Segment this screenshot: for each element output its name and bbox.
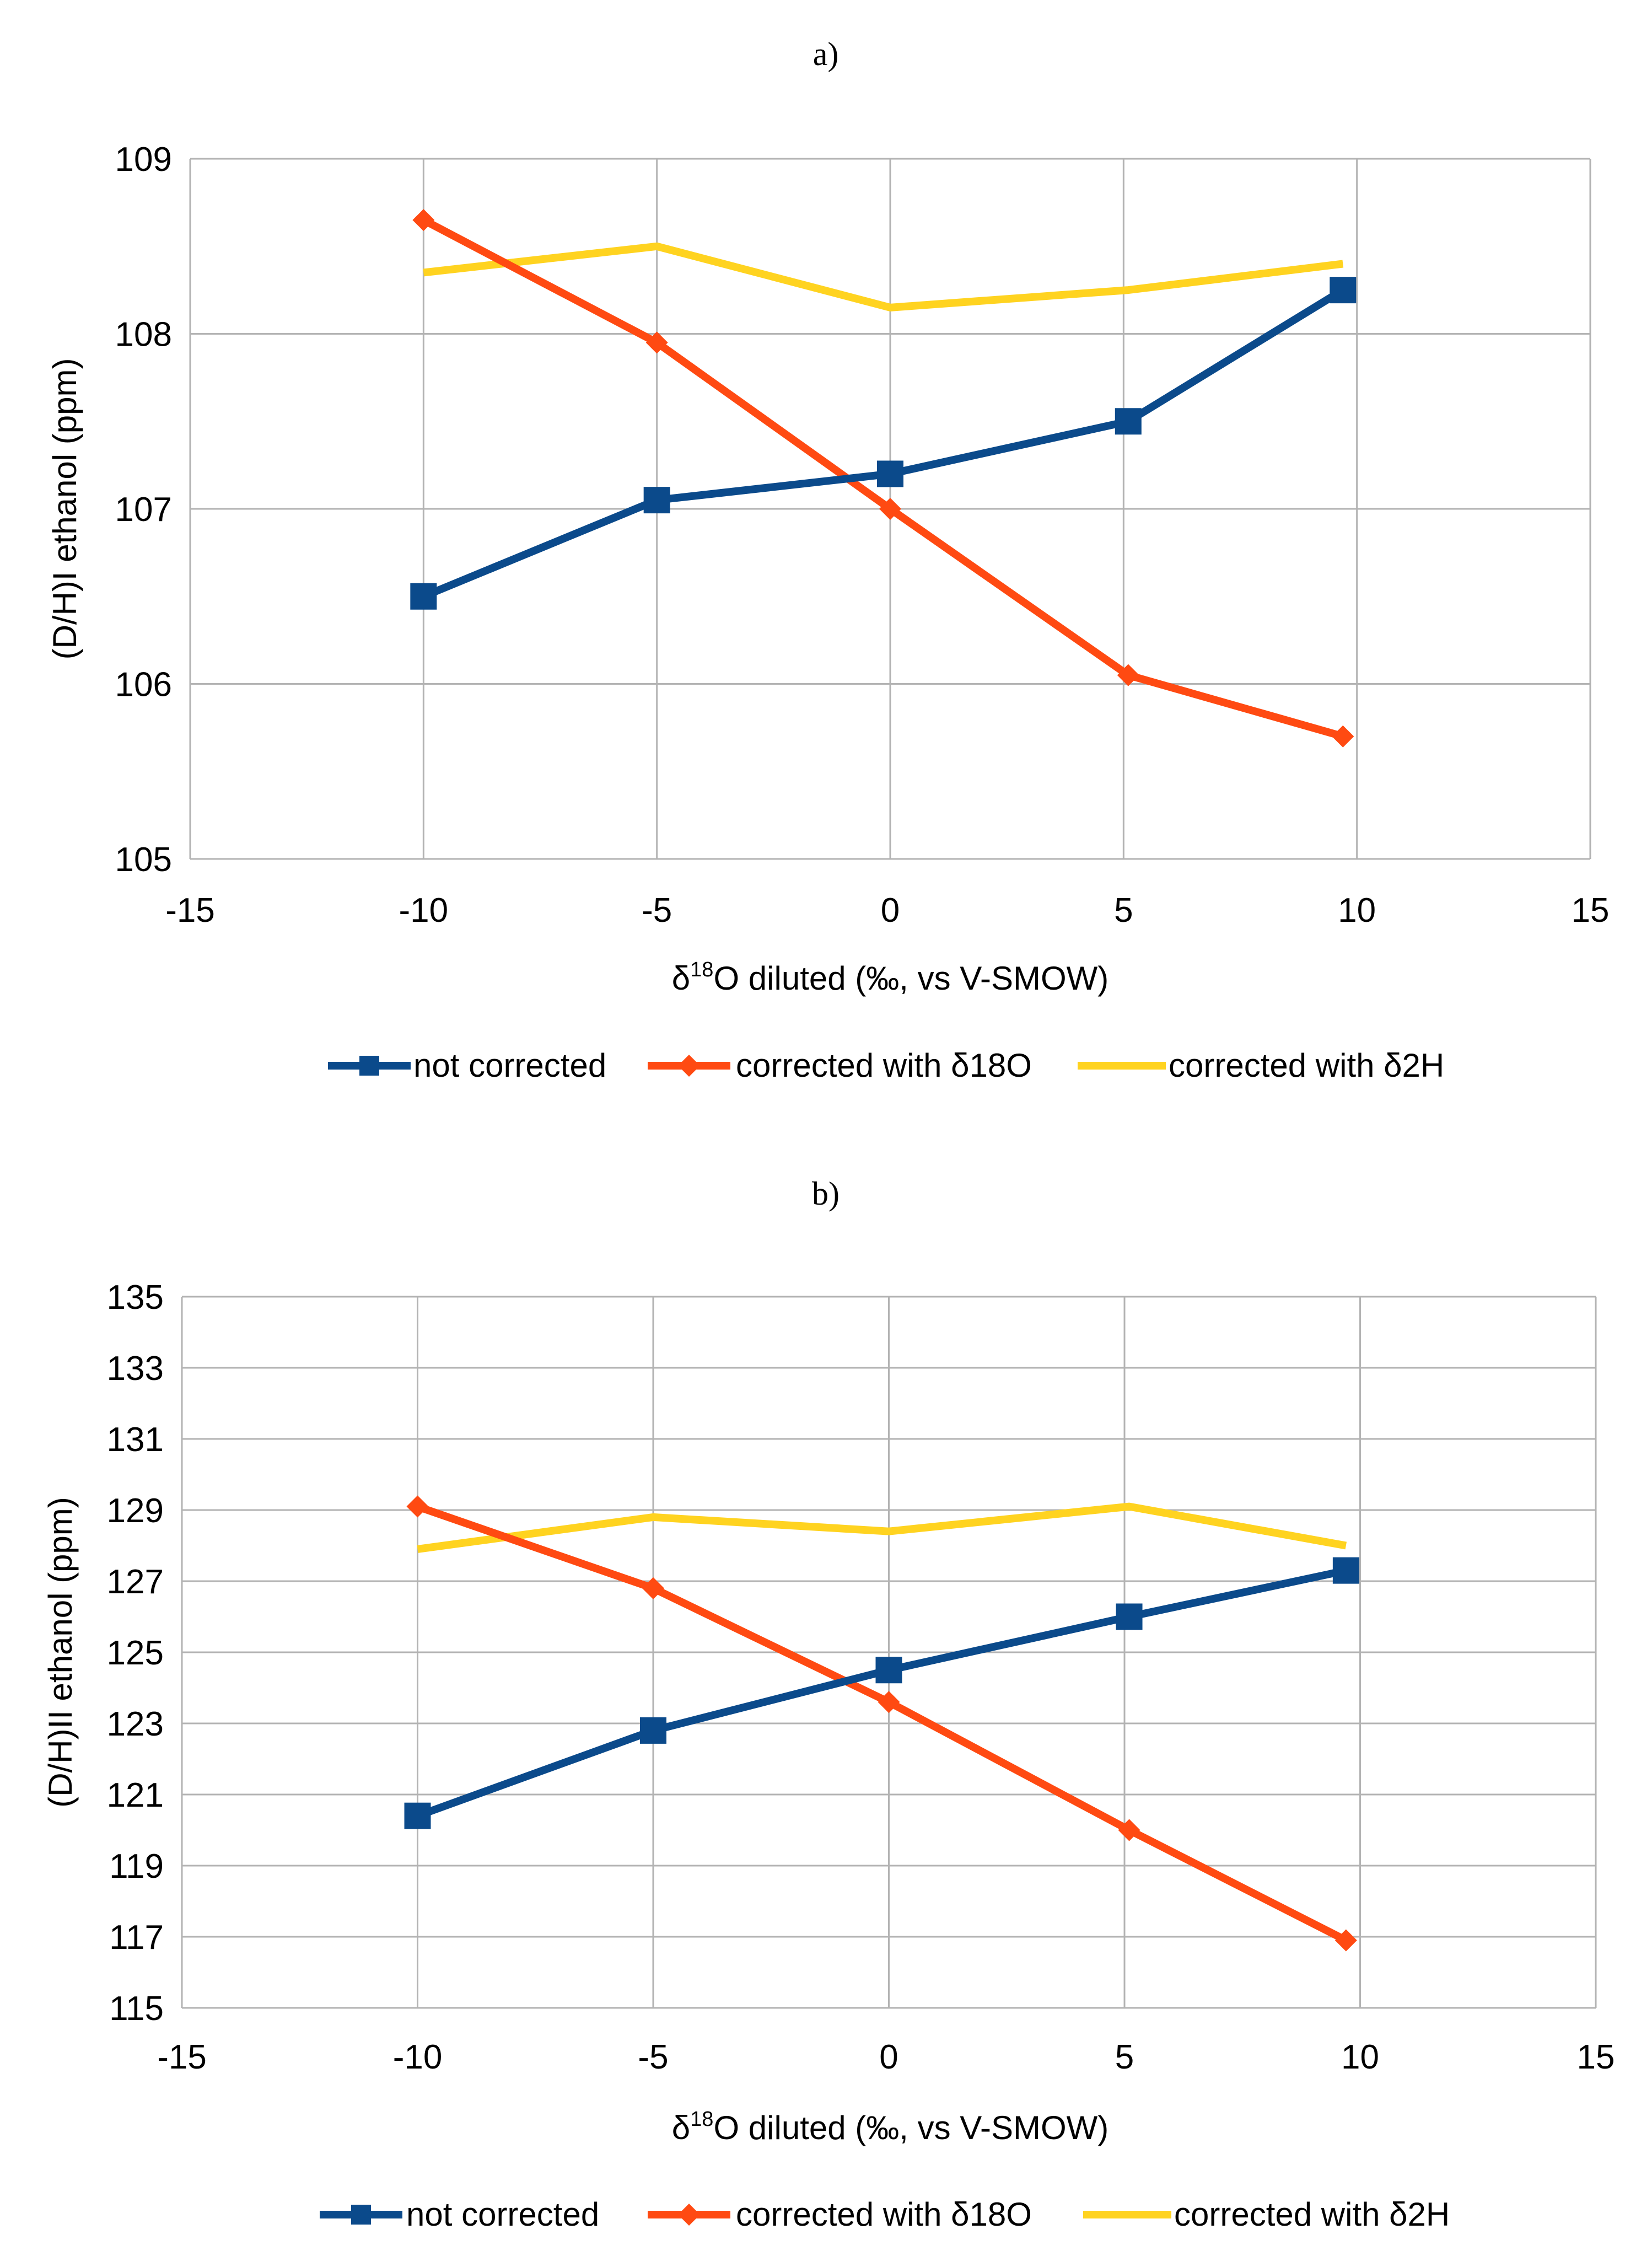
y-tick-label-a: 105 — [115, 841, 172, 879]
y-tick-label-b: 133 — [107, 1350, 164, 1388]
legend-label-corrected-d2h-a: corrected with δ2H — [1169, 1047, 1444, 1084]
series-layer-b — [404, 1495, 1359, 1952]
x-tick-label-a: -5 — [642, 891, 672, 930]
legend-item-not-corrected-a: not corrected — [328, 1047, 606, 1084]
legend-item-corrected-d2h-b: corrected with δ2H — [1083, 2196, 1450, 2233]
panel-label-b: b) — [812, 1175, 840, 1212]
x-tick-label-a: 0 — [881, 891, 900, 930]
panel-label-a: a) — [813, 36, 839, 72]
legend-label-not-corrected-a: not corrected — [413, 1047, 606, 1084]
legend-item-corrected-d18o-a: corrected with δ18O — [648, 1047, 1032, 1084]
x-axis-title-sup-a: 18 — [690, 958, 713, 981]
series-line-2-b — [417, 1502, 1347, 1553]
x-tick-labels-b: -15 -10 -5 0 5 10 15 — [157, 2038, 1615, 2076]
legend-label-corrected-d2h-b: corrected with δ2H — [1174, 2196, 1450, 2233]
point-1-0-a — [412, 209, 435, 232]
y-tick-label-b: 121 — [107, 1776, 164, 1814]
point-1-2-b — [878, 1691, 900, 1713]
chart-a: a) 105 106 107 108 109 -15 -10 -5 0 5 10 15 (D/H)I… — [46, 36, 1609, 1084]
y-axis-title-a: (D/H)I ethanol (ppm) — [46, 358, 83, 660]
series-layer-a — [410, 209, 1357, 748]
point-1-4-a — [1332, 725, 1354, 748]
legend-swatch-marker-0-a — [359, 1056, 379, 1076]
legend-swatch-marker-1-b — [678, 2204, 700, 2226]
y-tick-label-b: 115 — [109, 1990, 164, 2028]
point-1-1-b — [642, 1577, 664, 1599]
point-0-0-a — [410, 583, 437, 610]
x-axis-title-sup-b: 18 — [690, 2108, 713, 2131]
x-tick-label-b: -10 — [393, 2038, 443, 2076]
x-axis-title-rest-a: O diluted (‰, vs V-SMOW) — [713, 960, 1108, 997]
legend-label-not-corrected-b: not corrected — [406, 2196, 599, 2233]
x-axis-title-delta-a: δ — [672, 960, 690, 997]
x-tick-label-b: 15 — [1577, 2038, 1615, 2076]
x-tick-label-b: -5 — [638, 2038, 668, 2076]
y-tick-label-a: 108 — [115, 316, 172, 354]
legend-swatch-marker-1-a — [678, 1055, 700, 1077]
point-0-2-b — [875, 1657, 902, 1684]
point-0-2-a — [877, 460, 903, 487]
legend-item-corrected-d2h-a: corrected with δ2H — [1078, 1047, 1444, 1084]
x-tick-labels-a: -15 -10 -5 0 5 10 15 — [165, 891, 1609, 930]
point-0-1-a — [643, 487, 670, 514]
x-tick-label-a: 5 — [1114, 891, 1133, 930]
point-0-1-b — [640, 1717, 666, 1744]
legend-a: not corrected corrected with δ18O correc… — [328, 1047, 1444, 1084]
x-axis-title-delta-b: δ — [672, 2109, 690, 2146]
x-axis-title-rest-b: O diluted (‰, vs V-SMOW) — [713, 2109, 1108, 2146]
x-tick-label-b: 5 — [1115, 2038, 1134, 2076]
y-tick-label-b: 119 — [109, 1847, 164, 1885]
legend-b: not corrected corrected with δ18O correc… — [320, 2196, 1450, 2233]
legend-label-corrected-d18o-b: corrected with δ18O — [736, 2196, 1032, 2233]
y-tick-label-b: 135 — [107, 1278, 164, 1317]
x-tick-label-a: 15 — [1572, 891, 1610, 930]
legend-item-corrected-d18o-b: corrected with δ18O — [648, 2196, 1032, 2233]
y-tick-label-b: 131 — [107, 1421, 164, 1459]
y-tick-label-a: 109 — [115, 141, 172, 179]
y-tick-label-a: 106 — [115, 666, 172, 704]
legend-label-corrected-d18o-a: corrected with δ18O — [736, 1047, 1032, 1084]
point-1-3-a — [1117, 664, 1139, 686]
y-axis-title-b: (D/H)II ethanol (ppm) — [42, 1497, 79, 1808]
point-0-4-a — [1330, 277, 1357, 304]
point-1-2-a — [879, 498, 901, 520]
point-1-4-b — [1334, 1929, 1357, 1952]
x-tick-label-a: 10 — [1338, 891, 1376, 930]
x-tick-label-a: -10 — [399, 891, 449, 930]
point-0-3-b — [1116, 1603, 1143, 1630]
x-tick-label-b: 10 — [1341, 2038, 1379, 2076]
y-tick-label-b: 129 — [107, 1492, 164, 1530]
x-axis-title-a: δ18O diluted (‰, vs V-SMOW) — [672, 958, 1108, 997]
grid-b — [181, 1296, 1597, 2009]
y-tick-label-b: 125 — [107, 1634, 164, 1672]
legend-item-not-corrected-b: not corrected — [320, 2196, 599, 2233]
point-0-3-a — [1115, 408, 1142, 435]
x-tick-label-b: -15 — [157, 2038, 207, 2076]
point-0-0-b — [404, 1802, 431, 1829]
series-line-2-a — [423, 242, 1344, 311]
x-axis-title-b: δ18O diluted (‰, vs V-SMOW) — [672, 2108, 1108, 2146]
point-1-0-b — [406, 1495, 429, 1518]
x-tick-label-a: -15 — [165, 891, 215, 930]
y-tick-labels-b: 115 117 119 121 123 125 127 129 131 133 135 — [107, 1278, 164, 2028]
point-1-3-b — [1118, 1819, 1140, 1841]
y-tick-label-b: 117 — [109, 1919, 164, 1957]
y-tick-label-b: 127 — [107, 1563, 164, 1601]
y-tick-labels-a: 105 106 107 108 109 — [115, 141, 172, 879]
legend-swatch-marker-0-b — [351, 2205, 371, 2225]
point-0-4-b — [1332, 1557, 1359, 1584]
point-1-1-a — [645, 331, 668, 354]
chart-b: b) 115 117 119 121 123 125 127 129 131 133 135 -15… — [42, 1175, 1615, 2233]
y-tick-label-a: 107 — [115, 491, 172, 529]
y-tick-label-b: 123 — [107, 1705, 164, 1743]
x-tick-label-b: 0 — [879, 2038, 898, 2076]
